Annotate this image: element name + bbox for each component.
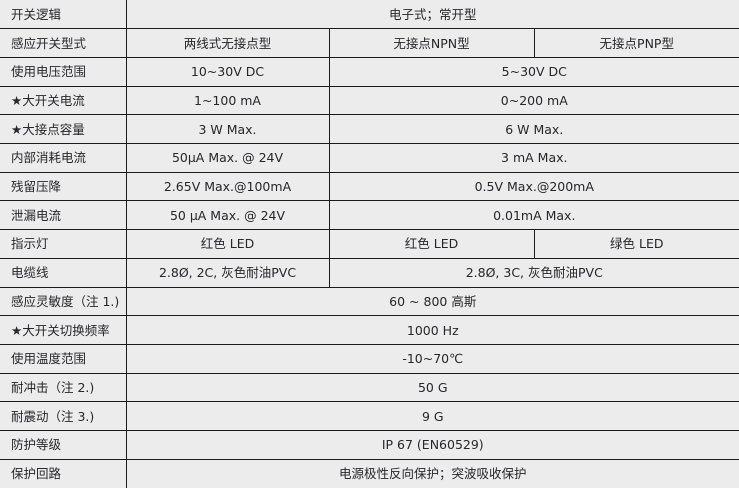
table-row: ★大开关切换频率 1000 Hz (0, 315, 739, 345)
row-value: 2.8Ø, 2C, 灰色耐油PVC (125, 257, 330, 288)
row-label: 泄漏电流 (0, 200, 127, 231)
table-row: 感应开关型式 两线式无接点型 无接点NPN型 无接点PNP型 (0, 28, 739, 58)
table-row: 泄漏电流 50 μA Max. @ 24V 0.01mA Max. (0, 200, 739, 231)
row-label: 内部消耗电流 (0, 143, 127, 173)
table-row: 电缆线 2.8Ø, 2C, 灰色耐油PVC 2.8Ø, 3C, 灰色耐油PVC (0, 257, 739, 288)
row-value: 电子式；常开型 (125, 0, 739, 30)
row-label: 使用温度范围 (0, 343, 127, 374)
row-value: IP 67 (EN60529) (125, 430, 739, 460)
row-value: 绿色 LED (533, 229, 739, 259)
table-row: 开关逻辑 电子式；常开型 (0, 0, 739, 30)
table-row: 使用电压范围 10~30V DC 5~30V DC (0, 56, 739, 87)
row-label: 使用电压范围 (0, 56, 127, 87)
table-row: 指示灯 红色 LED 红色 LED 绿色 LED (0, 229, 739, 259)
row-label: 残留压降 (0, 171, 127, 202)
row-label: 电缆线 (0, 257, 127, 288)
row-value: 50 μA Max. @ 24V (125, 200, 330, 231)
table-row: 保护回路 电源极性反向保护；突波吸收保护 (0, 458, 739, 488)
row-label: ★大开关切换频率 (0, 315, 127, 345)
row-value: 2.65V Max.@100mA (125, 171, 330, 202)
row-value: 1~100 mA (125, 85, 330, 116)
row-value: -10~70℃ (125, 343, 739, 374)
row-value: 60 ~ 800 高斯 (125, 286, 739, 317)
row-value: 无接点NPN型 (328, 28, 535, 58)
table-row: 耐冲击（注 2.) 50 G (0, 372, 739, 403)
row-value: 3 W Max. (125, 114, 330, 145)
row-label: 耐震动（注 3.) (0, 401, 127, 432)
row-value: 3 mA Max. (328, 143, 739, 173)
row-label: 防护等级 (0, 430, 127, 460)
row-value: 2.8Ø, 3C, 灰色耐油PVC (328, 257, 739, 288)
table-row: 耐震动（注 3.) 9 G (0, 401, 739, 432)
table-row: 残留压降 2.65V Max.@100mA 0.5V Max.@200mA (0, 171, 739, 202)
table-row: ★大开关电流 1~100 mA 0~200 mA (0, 85, 739, 116)
table-row: 感应灵敏度（注 1.) 60 ~ 800 高斯 (0, 286, 739, 317)
table-row: 内部消耗电流 50μA Max. @ 24V 3 mA Max. (0, 143, 739, 173)
row-value: 10~30V DC (125, 56, 330, 87)
row-value: 0.5V Max.@200mA (328, 171, 739, 202)
row-label: 感应开关型式 (0, 28, 127, 58)
row-label: ★大开关电流 (0, 85, 127, 116)
row-value: 6 W Max. (328, 114, 739, 145)
table-row: ★大接点容量 3 W Max. 6 W Max. (0, 114, 739, 145)
row-value: 红色 LED (125, 229, 330, 259)
row-label: 保护回路 (0, 458, 127, 488)
row-value: 红色 LED (328, 229, 535, 259)
row-label: 开关逻辑 (0, 0, 127, 30)
table-row: 防护等级 IP 67 (EN60529) (0, 430, 739, 460)
row-value: 5~30V DC (328, 56, 739, 87)
row-value: 两线式无接点型 (125, 28, 330, 58)
row-value: 0~200 mA (328, 85, 739, 116)
row-label: ★大接点容量 (0, 114, 127, 145)
row-label: 耐冲击（注 2.) (0, 372, 127, 403)
table-row: 使用温度范围 -10~70℃ (0, 343, 739, 374)
row-value: 电源极性反向保护；突波吸收保护 (125, 458, 739, 488)
row-value: 50μA Max. @ 24V (125, 143, 330, 173)
row-label: 指示灯 (0, 229, 127, 259)
row-value: 50 G (125, 372, 739, 403)
row-value: 0.01mA Max. (328, 200, 739, 231)
row-value: 无接点PNP型 (533, 28, 739, 58)
row-value: 1000 Hz (125, 315, 739, 345)
row-value: 9 G (125, 401, 739, 432)
row-label: 感应灵敏度（注 1.) (0, 286, 127, 317)
